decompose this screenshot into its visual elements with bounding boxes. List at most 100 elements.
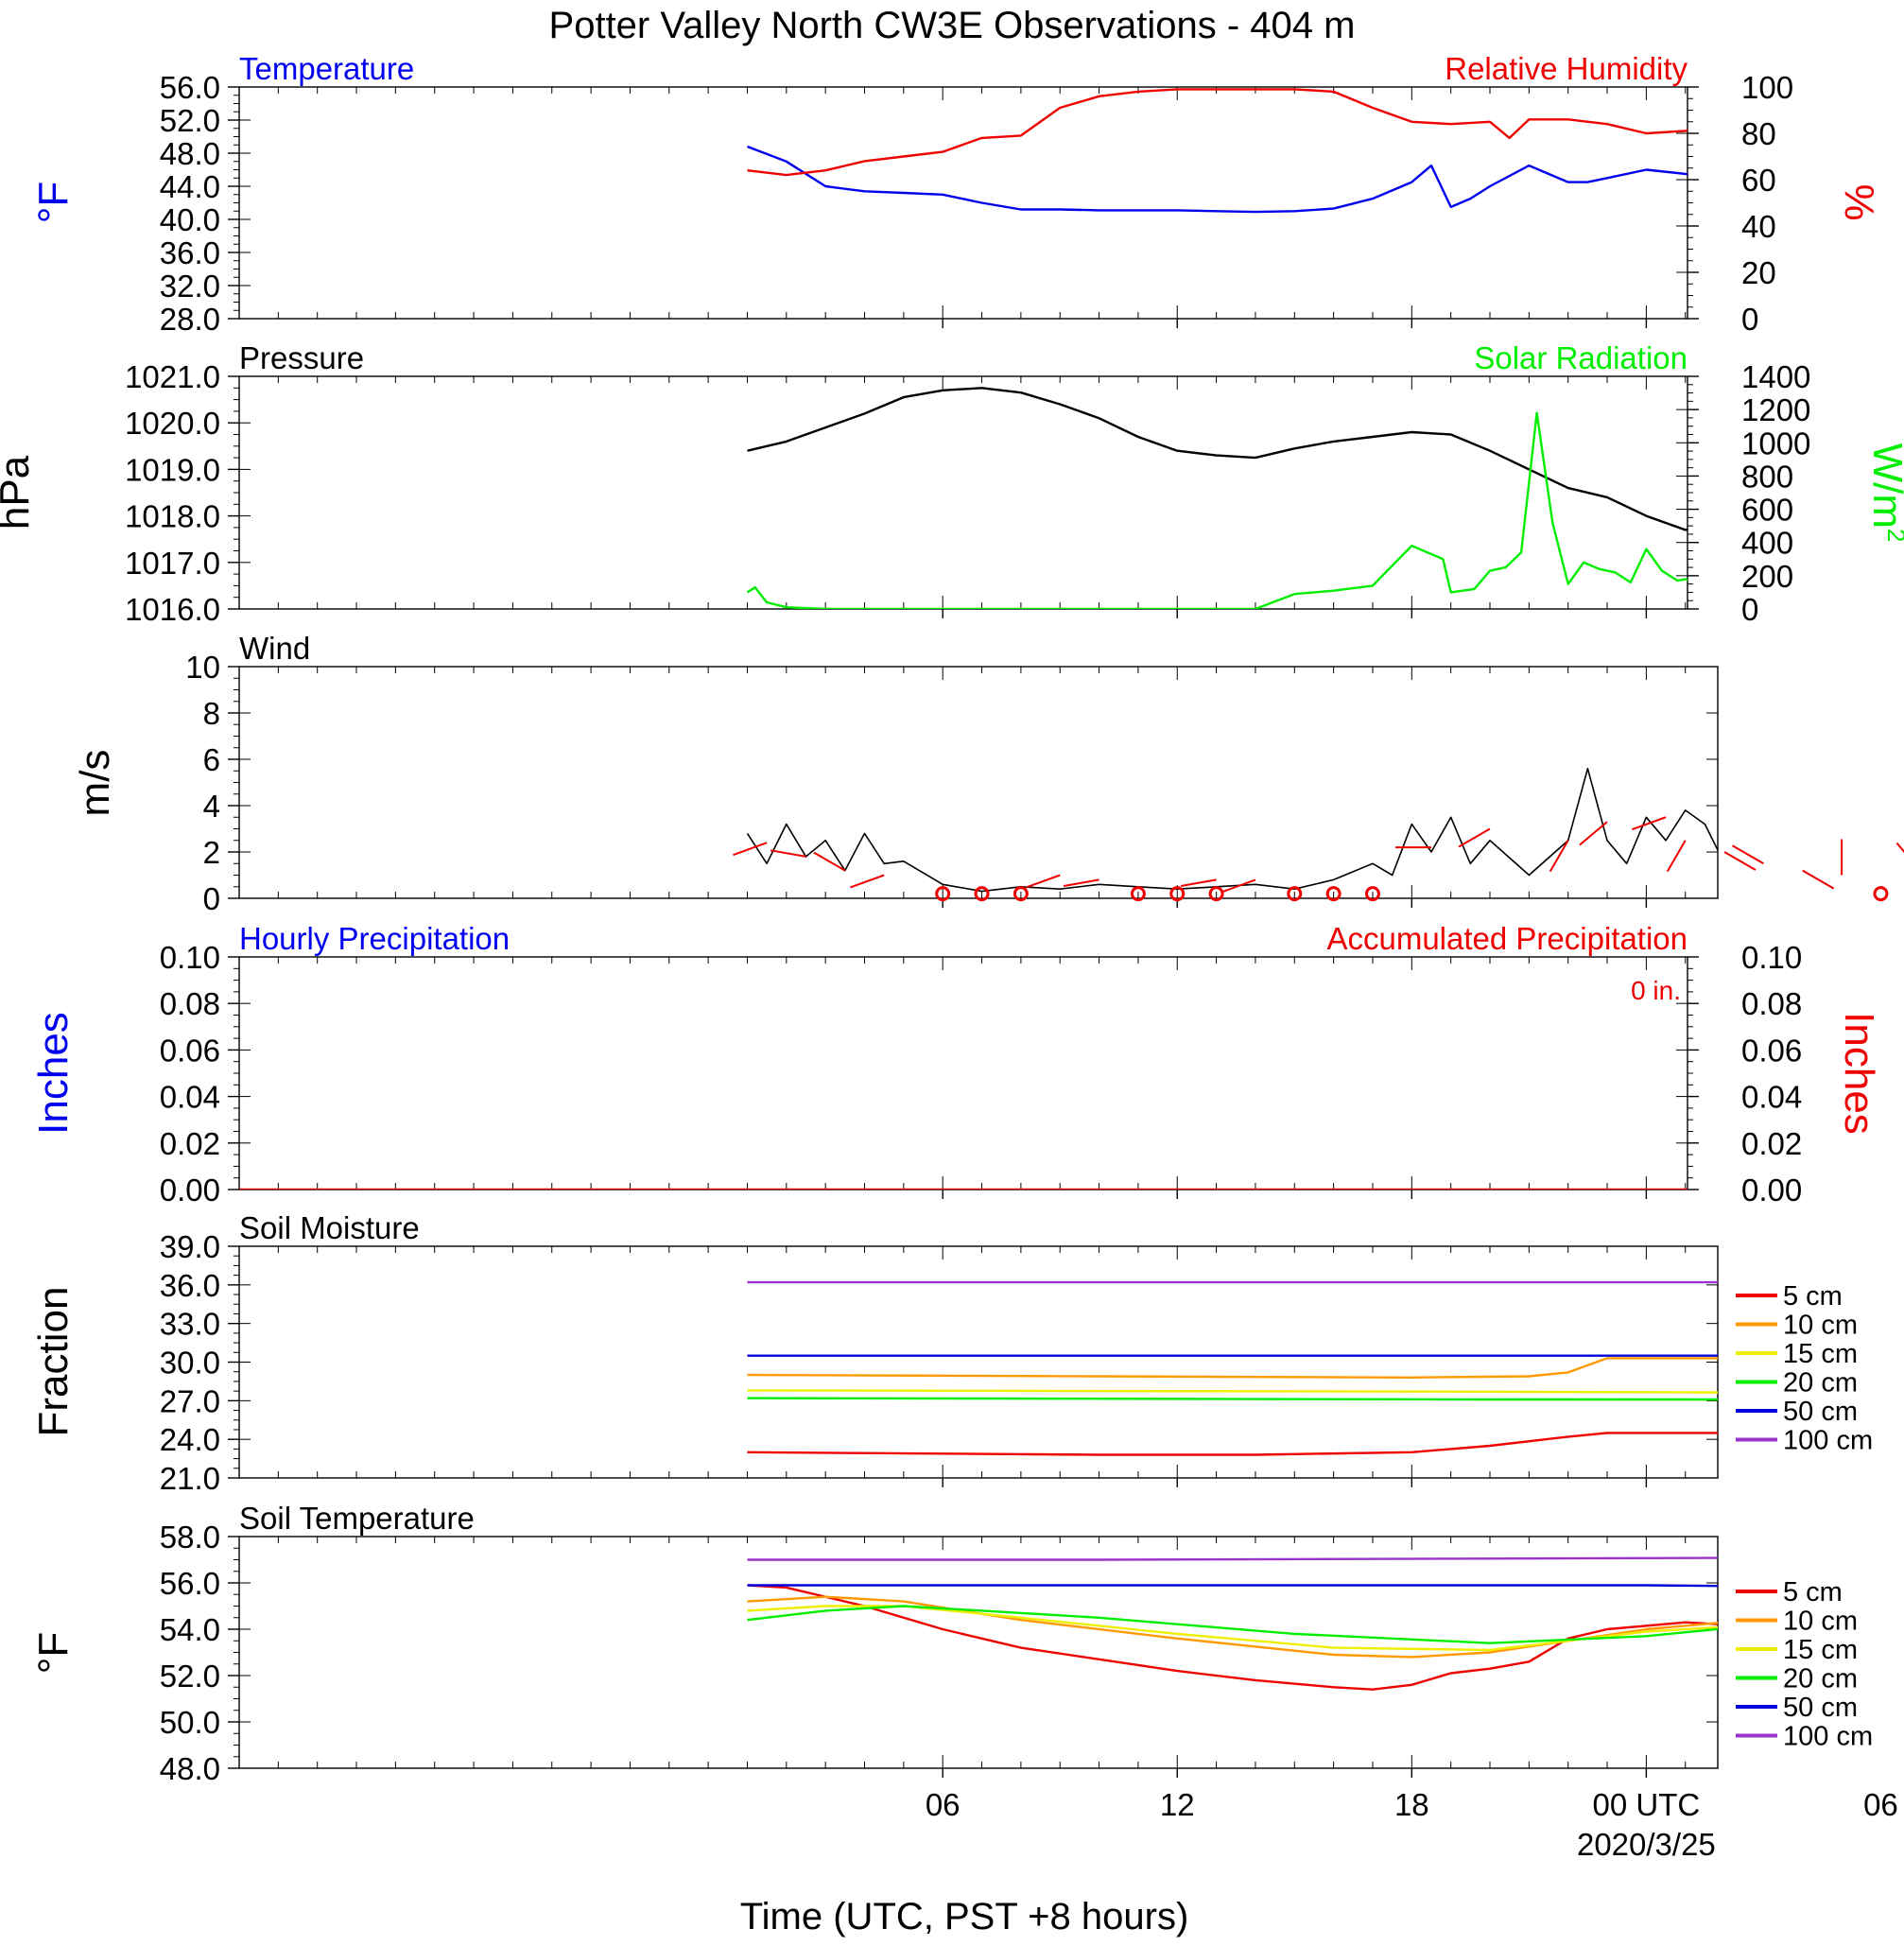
y-tick-label-left: 52.0 bbox=[160, 1659, 220, 1694]
panel-title-left: Wind bbox=[239, 631, 310, 666]
panel-5: 39.0 36.0 33.0 30.027.0 24.0 21.0 Soil Moistur… bbox=[30, 1210, 1873, 1496]
wind-barb bbox=[1063, 878, 1099, 887]
wind-barb bbox=[1220, 878, 1256, 894]
y-tick-label-left: 24.0 bbox=[160, 1422, 220, 1457]
x-tick-label: 06 bbox=[926, 1787, 961, 1822]
y-tick-label-right: 40 bbox=[1741, 209, 1776, 244]
series-group bbox=[746, 767, 1718, 893]
y-tick-label-right: 80 bbox=[1741, 116, 1776, 151]
y-tick-label-left: 36.0 bbox=[160, 1268, 220, 1303]
calm-wind-marker bbox=[1873, 886, 1889, 902]
y-tick-label-left: 2 bbox=[203, 835, 220, 870]
y-axis-label-left: °F bbox=[30, 182, 77, 223]
y-tick-label-right: 60 bbox=[1741, 163, 1776, 198]
wind-barb bbox=[1549, 840, 1569, 873]
calm-wind-marker bbox=[1287, 886, 1303, 902]
legend-label: 10 cm bbox=[1783, 1311, 1858, 1341]
y-axis-label-left: °F bbox=[30, 1632, 77, 1674]
y-tick-label-right: 0.08 bbox=[1741, 986, 1802, 1021]
y-tick-label-left: 58.0 bbox=[160, 1520, 220, 1555]
y-tick-label-left: 1020.0 bbox=[125, 406, 220, 441]
series-line-5-cm bbox=[747, 1584, 1718, 1691]
panel-title-right: Relative Humidity bbox=[1445, 51, 1688, 86]
panel-title-right: Solar Radiation bbox=[1474, 340, 1688, 375]
calm-wind-marker bbox=[974, 886, 990, 902]
wind-barb bbox=[1579, 821, 1608, 846]
wind-barb bbox=[1632, 816, 1667, 831]
y-axis-label-left: m/s bbox=[72, 750, 118, 817]
series-line-15-cm bbox=[747, 1389, 1718, 1394]
y-axis-label-superscript: 2 bbox=[1882, 529, 1904, 542]
x-tick-label: 00 UTC bbox=[1593, 1787, 1701, 1822]
panel-1: 56.052.048.044.040.036.032.028.0 100 80 60 4… bbox=[30, 51, 1882, 337]
y-tick-label-left: 1021.0 bbox=[125, 359, 220, 394]
legend-label: 50 cm bbox=[1783, 1693, 1858, 1723]
calm-wind-marker bbox=[1013, 886, 1029, 902]
y-axis-label-right: % bbox=[1836, 183, 1882, 220]
series-line-20-cm bbox=[747, 1605, 1718, 1644]
page-title: Potter Valley North CW3E Observations - … bbox=[549, 5, 1356, 46]
y-tick-label-left: 33.0 bbox=[160, 1307, 220, 1342]
y-tick-label-left: 52.0 bbox=[160, 103, 220, 138]
y-tick-label-left: 1018.0 bbox=[125, 499, 220, 534]
wind-barb bbox=[1723, 851, 1757, 871]
y-tick-label-right: 0.10 bbox=[1741, 940, 1802, 975]
legend-label: 15 cm bbox=[1783, 1339, 1858, 1369]
series-line-solar-radiation bbox=[746, 411, 1688, 609]
calm-wind-marker bbox=[1364, 886, 1380, 902]
legend-label: 100 cm bbox=[1783, 1426, 1873, 1456]
y-tick-label-left: 4 bbox=[203, 789, 220, 824]
wind-barb bbox=[1802, 869, 1835, 890]
y-tick-label-left: 1019.0 bbox=[125, 452, 220, 487]
legend-label: 10 cm bbox=[1783, 1607, 1858, 1637]
calm-wind-marker bbox=[1208, 886, 1224, 902]
calm-wind-marker bbox=[935, 886, 951, 902]
series-line-temperature bbox=[747, 145, 1688, 214]
y-tick-label-left: 21.0 bbox=[160, 1461, 220, 1496]
y-tick-label-left: 56.0 bbox=[160, 1566, 220, 1601]
series-line-50-cm bbox=[747, 1584, 1718, 1588]
y-tick-label-right: 0.00 bbox=[1741, 1173, 1802, 1208]
y-tick-label-right: 800 bbox=[1741, 459, 1793, 494]
panels: 56.052.048.044.040.036.032.028.010080604… bbox=[0, 51, 1904, 1786]
y-tick-label-left: 36.0 bbox=[160, 235, 220, 270]
legend-label: 5 cm bbox=[1783, 1577, 1843, 1607]
series-group bbox=[747, 88, 1688, 214]
y-tick-label-right: 1000 bbox=[1741, 426, 1810, 460]
series-line-wind bbox=[746, 767, 1718, 893]
y-tick-label-left: 0.00 bbox=[160, 1173, 220, 1208]
y-tick-label-left: 1017.0 bbox=[125, 546, 220, 581]
y-tick-label-left: 30.0 bbox=[160, 1346, 220, 1381]
wind-barb bbox=[850, 874, 885, 889]
y-tick-label-right: 1200 bbox=[1741, 392, 1810, 427]
y-axis-label-left: Inches bbox=[30, 1012, 77, 1135]
y-tick-label-right: 100 bbox=[1741, 70, 1793, 105]
y-tick-label-right: 20 bbox=[1741, 255, 1776, 290]
series-group bbox=[746, 387, 1688, 609]
y-tick-label-right: 1400 bbox=[1741, 359, 1810, 394]
panel-title-left: Pressure bbox=[239, 340, 364, 375]
panel-title-left: Temperature bbox=[239, 51, 414, 86]
y-tick-label-right: 0 bbox=[1741, 592, 1758, 627]
y-tick-label-left: 1016.0 bbox=[125, 592, 220, 627]
y-tick-label-left: 32.0 bbox=[160, 269, 220, 304]
y-tick-label-right: 400 bbox=[1741, 526, 1793, 561]
y-tick-label-right: 600 bbox=[1741, 493, 1793, 528]
y-tick-label-right: 0.02 bbox=[1741, 1126, 1802, 1161]
wind-barb bbox=[733, 842, 768, 857]
wind-barb bbox=[1458, 827, 1491, 848]
y-axis-label-right: W/m2 bbox=[1864, 443, 1904, 543]
series-line-100-cm bbox=[747, 1556, 1718, 1561]
panel-2: 1021.0 1020.0 1019.0 1018.0 1017.0 1016.0 1400… bbox=[0, 340, 1904, 627]
panel-6: 58.0 56.0 54.0 52.0 50.0 48.0 Soil Temperature… bbox=[30, 1501, 1873, 1786]
y-tick-label-left: 28.0 bbox=[160, 302, 220, 337]
legend-label: 15 cm bbox=[1783, 1635, 1858, 1665]
wind-barbs bbox=[733, 816, 1904, 902]
series-line-10-cm bbox=[747, 1595, 1718, 1659]
y-tick-label-left: 0.10 bbox=[160, 940, 220, 975]
series-line-pressure bbox=[747, 387, 1688, 531]
